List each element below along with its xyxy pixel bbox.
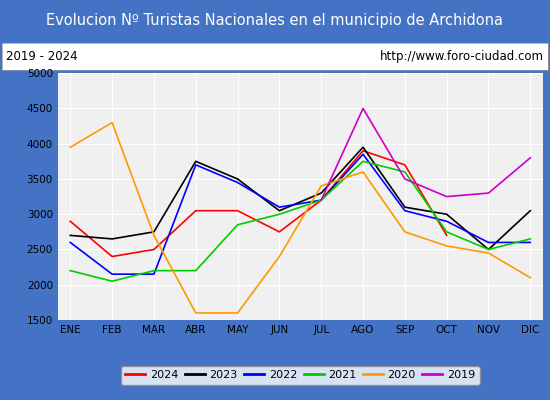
- Text: http://www.foro-ciudad.com: http://www.foro-ciudad.com: [380, 50, 544, 63]
- Text: 2019 - 2024: 2019 - 2024: [6, 50, 78, 63]
- Text: Evolucion Nº Turistas Nacionales en el municipio de Archidona: Evolucion Nº Turistas Nacionales en el m…: [47, 14, 503, 28]
- Legend: 2024, 2023, 2022, 2021, 2020, 2019: 2024, 2023, 2022, 2021, 2020, 2019: [121, 366, 480, 385]
